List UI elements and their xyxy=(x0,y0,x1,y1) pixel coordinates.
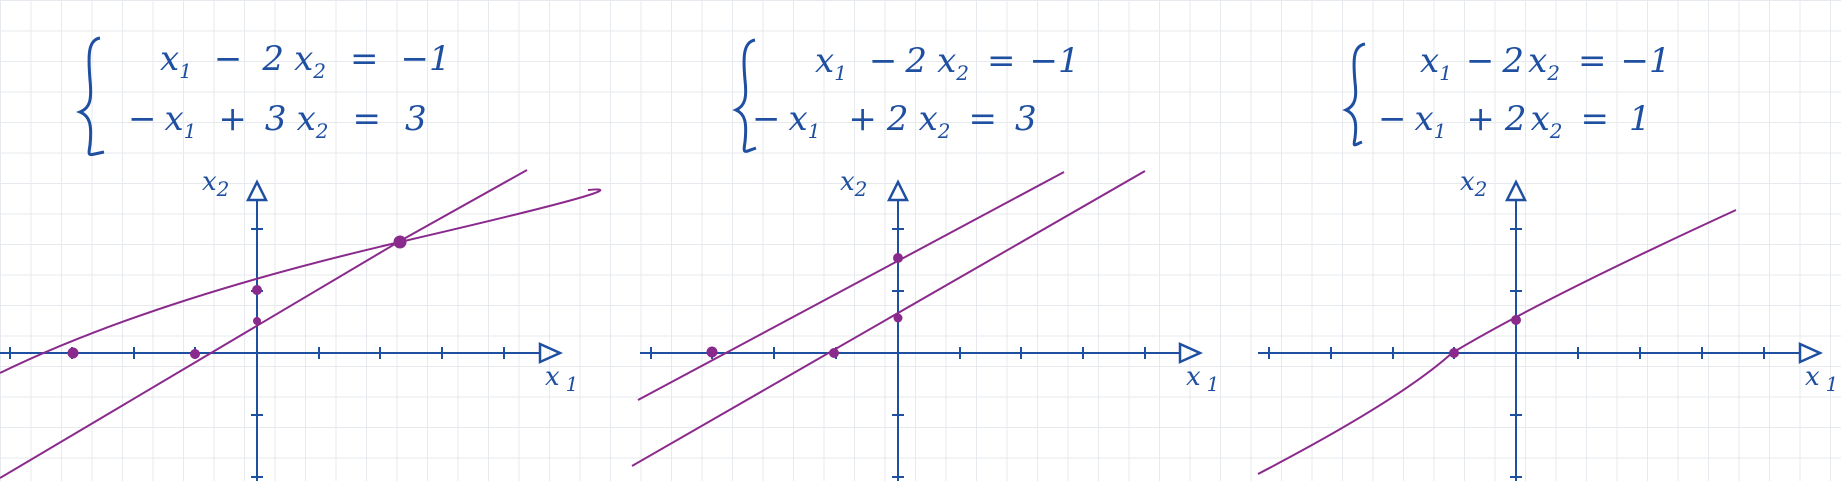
eq1-x2: x xyxy=(294,39,313,79)
system-brace xyxy=(75,36,105,157)
eq2-rhs: 3 xyxy=(405,99,427,139)
equation-1: x1−2 x2 = −1 xyxy=(815,41,1080,85)
x-axis-arrow-icon xyxy=(538,342,564,364)
eq1-x1: x xyxy=(160,39,179,79)
line-eq1 xyxy=(0,188,602,374)
eq1-op: − xyxy=(214,39,243,79)
y-axis-arrow-icon xyxy=(1504,179,1528,202)
x-axis-arrow-icon xyxy=(1798,342,1824,364)
line-eq2 xyxy=(637,171,1065,401)
equation-1: x1−2 x2 = −1 xyxy=(160,39,451,83)
equation-2: − x1 +3 x2 = 3 xyxy=(128,99,427,143)
system-brace xyxy=(732,38,757,153)
equation-1: x1−2 x2 = −1 xyxy=(1420,41,1671,85)
y-axis-ticks xyxy=(892,228,904,478)
equation-2: − x1 +2 x2 = 3 xyxy=(752,99,1037,143)
point-eq1-y-intercept xyxy=(252,285,262,295)
point-x-intercept xyxy=(1449,348,1459,358)
y-axis-arrow-icon xyxy=(886,179,910,202)
y-axis-label: x2 xyxy=(840,167,867,201)
eq2-op: + xyxy=(218,99,247,139)
eq2-equals: = xyxy=(352,99,381,139)
y-axis-label: x2 xyxy=(1460,167,1487,201)
point-eq2-x-intercept xyxy=(190,349,200,359)
eq1-x2-coef: 2 xyxy=(261,39,284,79)
y-axis-label: x2 xyxy=(202,167,229,201)
eq2-x2: x xyxy=(297,99,316,139)
point-eq1-x-intercept xyxy=(829,348,839,358)
y-axis-arrow-icon xyxy=(245,179,269,202)
system-brace xyxy=(1342,42,1366,147)
point-eq1-y-intercept xyxy=(893,313,903,323)
point-intersection xyxy=(393,235,407,249)
eq1-equals: = xyxy=(350,39,379,79)
eq2-x2-coef: 3 xyxy=(265,99,287,139)
point-eq2-y-intercept xyxy=(253,317,261,325)
line-eq1 xyxy=(631,170,1146,467)
point-eq1-x-intercept xyxy=(67,347,79,359)
line-eq2 xyxy=(0,169,528,479)
eq2-x2-sub: 2 xyxy=(315,119,329,143)
eq2-x1: x xyxy=(165,99,184,139)
eq2-x1-sub: 1 xyxy=(184,119,197,143)
y-axis-ticks xyxy=(1510,228,1522,478)
point-eq2-x-intercept xyxy=(706,346,718,358)
x-axis-arrow-icon xyxy=(1178,342,1204,364)
line-coincident xyxy=(1257,209,1737,475)
eq2-x1-coef: − xyxy=(128,99,157,139)
point-eq2-y-intercept xyxy=(893,253,903,263)
equation-2: − x1 +2 x2 = 1 xyxy=(1378,99,1651,143)
eq1-x2-sub: 2 xyxy=(312,59,326,83)
eq1-rhs: −1 xyxy=(400,39,450,79)
point-y-intercept xyxy=(1511,315,1521,325)
eq1-x1-sub: 1 xyxy=(179,59,192,83)
